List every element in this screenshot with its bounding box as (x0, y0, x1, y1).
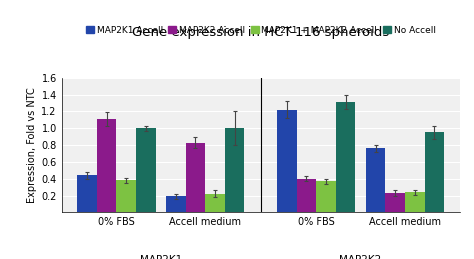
Bar (205, 194, 225, 212)
Bar (166, 196, 186, 212)
Y-axis label: Expression, Fold vs NTC: Expression, Fold vs NTC (27, 87, 37, 203)
Bar (297, 179, 316, 212)
Bar (117, 181, 136, 212)
Bar (77, 175, 97, 212)
Bar (385, 193, 405, 212)
Text: MAP2K2: MAP2K2 (339, 255, 382, 259)
Bar (97, 119, 117, 212)
Text: MAP2K1: MAP2K1 (140, 255, 182, 259)
Bar (336, 102, 356, 212)
Bar (186, 142, 205, 212)
Legend: MAP2K1 Accell, MAP2K2 Accell, MAP2K1 + MAP2K2 Accell, No Accell: MAP2K1 Accell, MAP2K2 Accell, MAP2K1 + M… (86, 26, 436, 35)
Title: Gene expression in HCT-116 spheroids: Gene expression in HCT-116 spheroids (132, 26, 389, 39)
Bar (136, 128, 155, 212)
Bar (225, 128, 245, 212)
Bar (316, 181, 336, 212)
Bar (277, 110, 297, 212)
Bar (366, 148, 385, 212)
Bar (405, 192, 425, 212)
Bar (425, 132, 444, 212)
